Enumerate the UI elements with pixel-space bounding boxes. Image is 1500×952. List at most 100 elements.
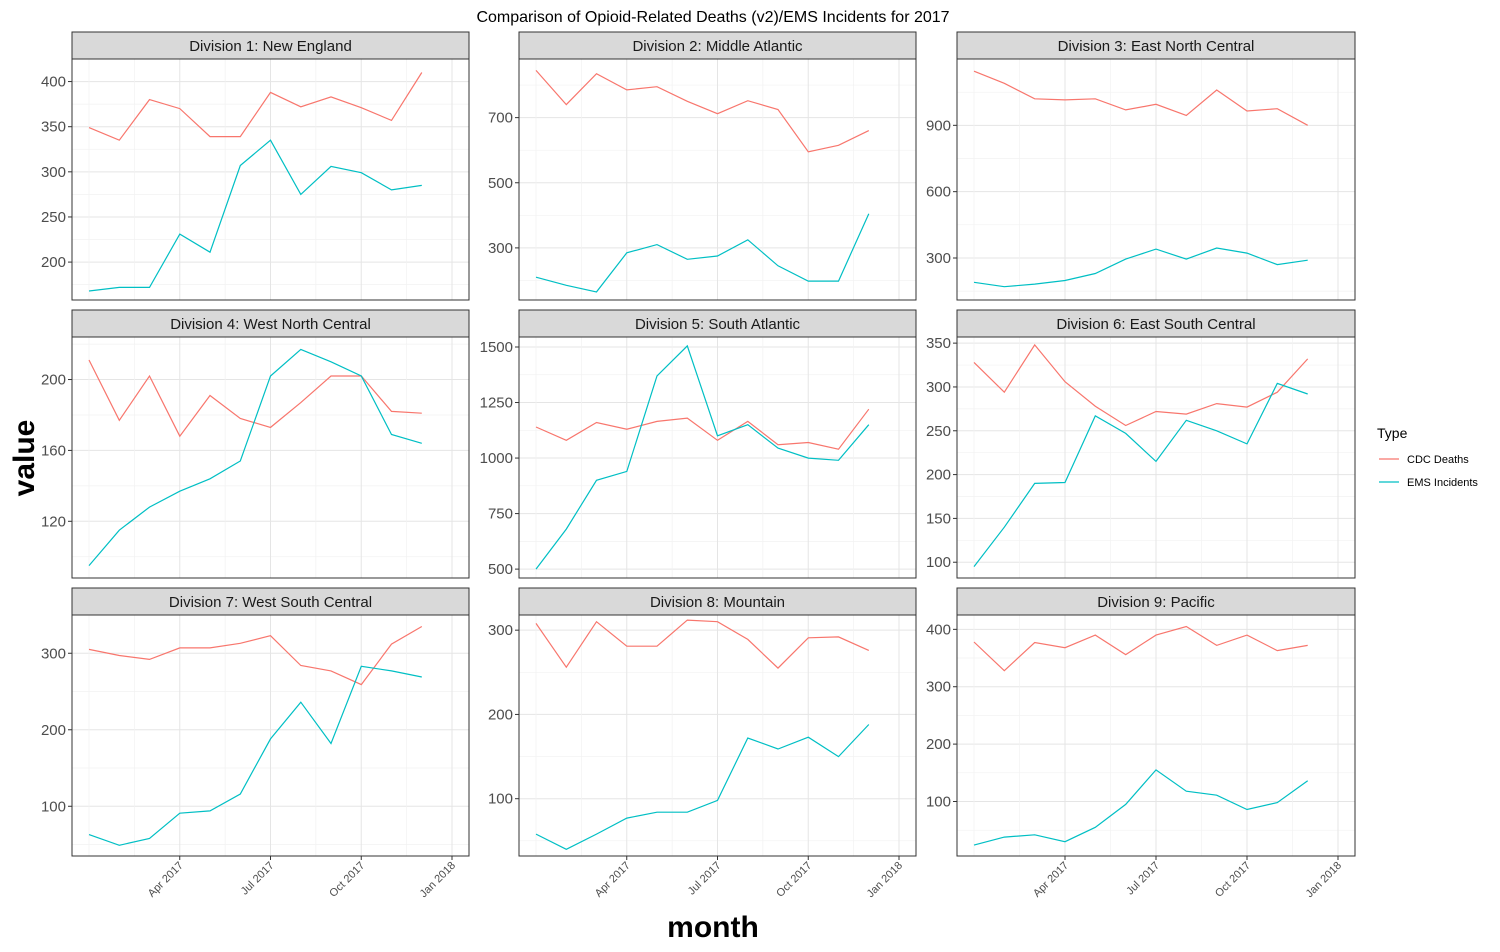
panel-5: Division 5: South Atlantic 500 750 1000 1250… — [480, 309, 917, 579]
x-tick-label: Jul 2017 — [1124, 860, 1162, 898]
y-tick-label: 100 — [488, 791, 513, 808]
panel-border — [71, 336, 470, 579]
panel-strip — [518, 309, 917, 338]
panel-2: Division 2: Middle Atlantic 300 500 700 — [488, 31, 917, 301]
y-tick-label: 750 — [488, 506, 513, 523]
y-tick-label: 600 — [926, 184, 951, 201]
legend: Type CDC Deaths EMS Incidents — [1377, 425, 1478, 489]
panel-strip — [956, 31, 1356, 60]
panel-label: Division 1: New England — [189, 38, 352, 55]
panel-strip — [518, 587, 917, 616]
legend-label: EMS Incidents — [1407, 477, 1478, 489]
x-tick-label: Oct 2017 — [1213, 860, 1253, 900]
series-lines — [973, 70, 1308, 288]
series-lines — [535, 344, 870, 570]
panel-border — [71, 58, 470, 301]
panel-9: Division 9: Pacific 100 200 300 400 Apr 2017 J… — [926, 587, 1356, 900]
panel-border — [518, 336, 917, 579]
series-line-cdc-deaths — [88, 359, 422, 438]
y-axis-title: value — [8, 420, 41, 497]
series-lines — [88, 348, 422, 566]
panel-7: Division 7: West South Central 100 200 300 A… — [41, 587, 470, 900]
y-tick-label: 300 — [488, 240, 513, 257]
series-line-ems-incidents — [88, 665, 422, 846]
panels: Division 1: New England 200 250 300 350 400 Di… — [41, 31, 1356, 900]
panel-label: Division 8: Mountain — [650, 594, 785, 611]
panel-strip — [71, 587, 470, 616]
series-line-ems-incidents — [88, 139, 422, 292]
gridlines — [72, 615, 469, 856]
panel-label: Division 4: West North Central — [170, 316, 371, 333]
y-tick-label: 300 — [926, 679, 951, 696]
panel-3: Division 3: East North Central 300 600 900 — [926, 31, 1356, 301]
series-lines — [535, 619, 870, 850]
panel-label: Division 9: Pacific — [1097, 594, 1215, 611]
series-line-cdc-deaths — [88, 72, 423, 141]
gridlines — [957, 337, 1355, 578]
series-lines — [535, 70, 870, 293]
series-line-ems-incidents — [535, 724, 870, 850]
series-lines — [973, 625, 1309, 846]
y-tick-label: 500 — [488, 175, 513, 192]
panel-6: Division 6: East South Central 100 150 200 2… — [926, 309, 1356, 579]
panel-label: Division 5: South Atlantic — [635, 316, 801, 333]
x-tick-label: Jul 2017 — [686, 860, 724, 898]
series-lines — [88, 72, 423, 292]
x-tick-label: Apr 2017 — [146, 860, 186, 900]
gridlines — [519, 59, 916, 300]
series-line-cdc-deaths — [973, 625, 1308, 672]
y-tick-label: 150 — [926, 510, 951, 527]
panel-label: Division 6: East South Central — [1056, 316, 1255, 333]
y-tick-label: 100 — [41, 798, 66, 815]
series-line-cdc-deaths — [88, 625, 423, 686]
y-tick-label: 1250 — [480, 395, 513, 412]
y-tick-label: 300 — [926, 250, 951, 267]
gridlines — [72, 59, 469, 300]
series-line-ems-incidents — [535, 344, 870, 570]
panel-strip — [956, 587, 1356, 616]
y-tick-label: 200 — [926, 467, 951, 484]
y-tick-label: 200 — [926, 736, 951, 753]
y-tick-label: 200 — [41, 372, 66, 389]
y-tick-label: 160 — [41, 442, 66, 459]
y-tick-label: 300 — [41, 645, 66, 662]
legend-title: Type — [1377, 425, 1408, 441]
legend-item-ems-incidents: EMS Incidents — [1379, 477, 1478, 489]
y-tick-label: 300 — [41, 164, 66, 181]
x-tick-label: Jan 2018 — [1304, 860, 1344, 900]
y-tick-label: 900 — [926, 117, 951, 134]
y-tick-label: 350 — [41, 119, 66, 136]
panel-border — [956, 58, 1356, 301]
series-line-ems-incidents — [973, 247, 1308, 288]
legend-item-cdc-deaths: CDC Deaths — [1379, 454, 1469, 466]
y-tick-label: 100 — [926, 793, 951, 810]
panel-border — [956, 336, 1356, 579]
panel-4: Division 4: West North Central 120 160 200 — [41, 309, 470, 579]
gridlines — [519, 615, 916, 856]
y-tick-label: 250 — [41, 209, 66, 226]
y-tick-label: 200 — [488, 706, 513, 723]
x-tick-label: Jan 2018 — [865, 860, 905, 900]
panel-8: Division 8: Mountain 100 200 300 Apr 2017 Jul… — [488, 587, 917, 900]
series-lines — [88, 625, 423, 846]
y-tick-label: 200 — [41, 254, 66, 271]
chart-title: Comparison of Opioid-Related Deaths (v2)… — [476, 9, 949, 26]
y-tick-label: 200 — [41, 722, 66, 739]
gridlines — [957, 59, 1355, 300]
gridlines — [519, 337, 916, 578]
gridlines — [957, 615, 1355, 856]
series-line-cdc-deaths — [535, 70, 870, 153]
gridlines — [72, 337, 469, 578]
panel-label: Division 3: East North Central — [1058, 38, 1255, 55]
y-tick-label: 400 — [926, 621, 951, 638]
x-axis-title: month — [667, 911, 759, 944]
y-tick-label: 120 — [41, 513, 66, 530]
panel-strip — [71, 31, 470, 60]
panel-strip — [71, 309, 470, 338]
panel-1: Division 1: New England 200 250 300 350 400 — [41, 31, 470, 301]
x-tick-label: Jul 2017 — [239, 860, 277, 898]
series-line-ems-incidents — [88, 348, 422, 566]
legend-label: CDC Deaths — [1407, 454, 1469, 466]
series-line-cdc-deaths — [535, 619, 870, 669]
